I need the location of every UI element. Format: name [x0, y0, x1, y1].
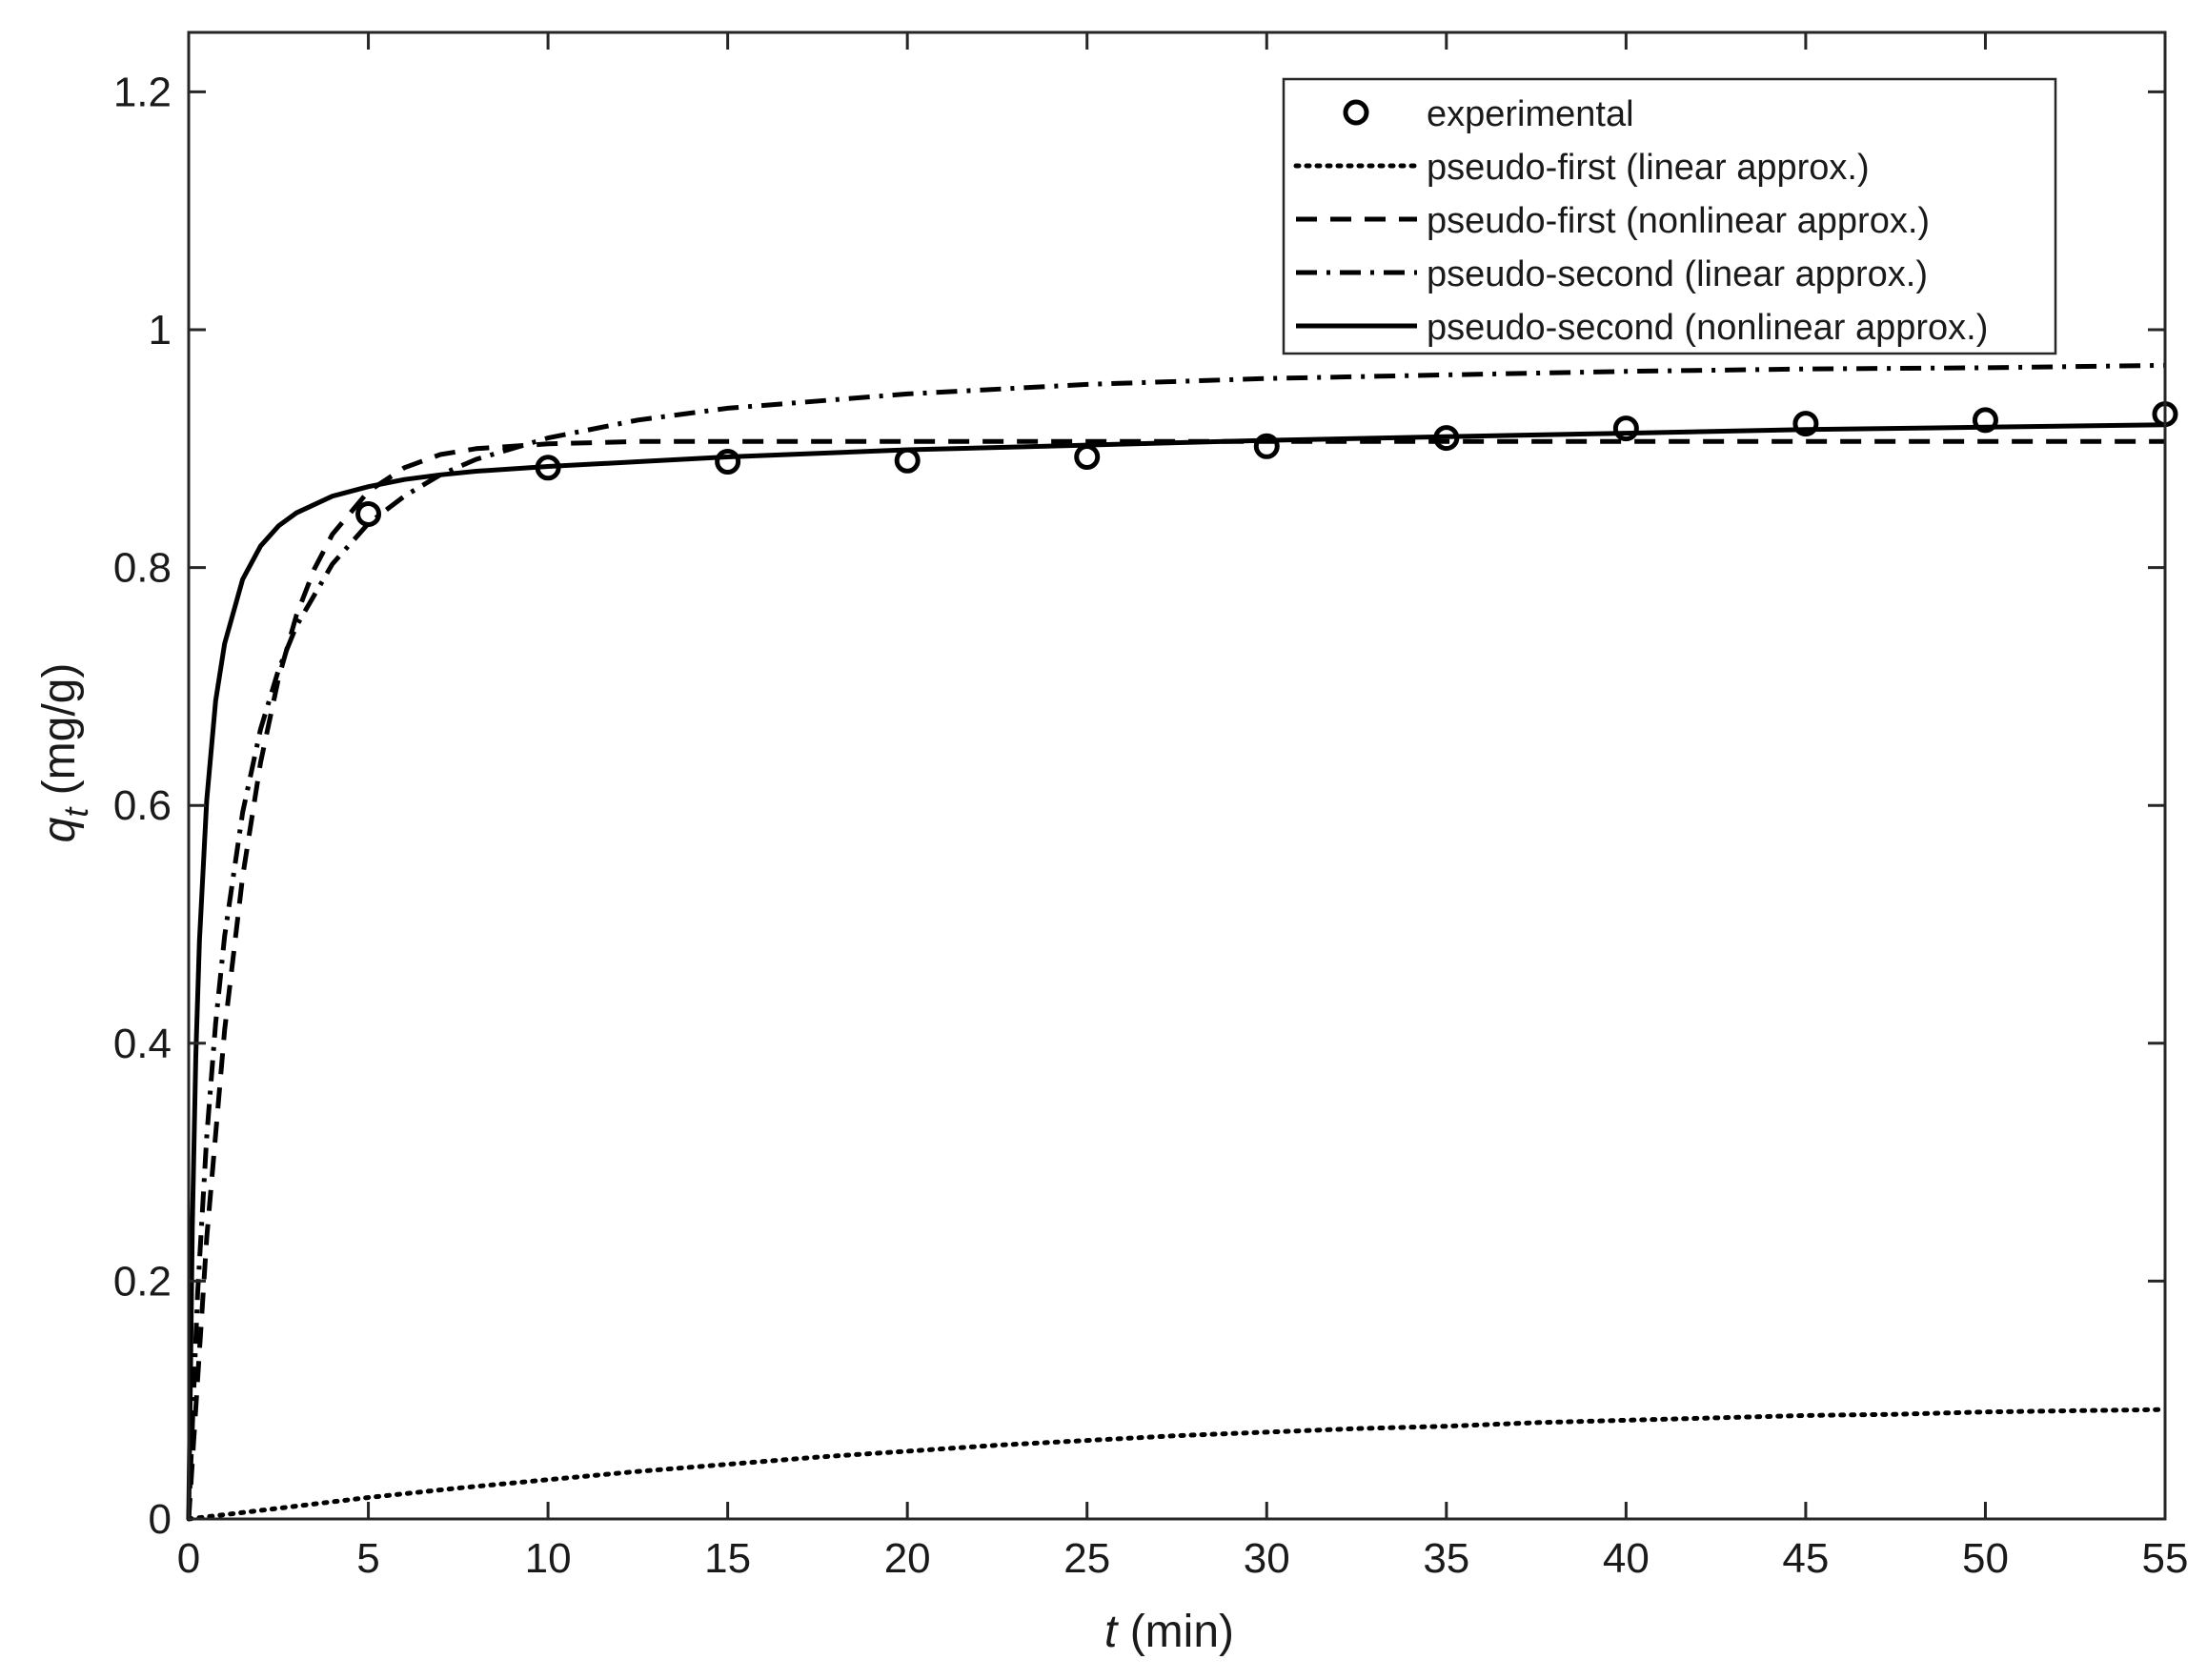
data-point-experimental	[894, 447, 921, 474]
data-point-experimental	[355, 500, 382, 527]
legend-box	[1282, 77, 2057, 355]
x-tick-label: 20	[884, 1535, 931, 1582]
x-tick-label: 50	[1962, 1535, 2009, 1582]
legend-label: pseudo-second (linear approx.)	[1427, 254, 1928, 294]
legend-label: pseudo-second (nonlinear approx.)	[1427, 308, 1988, 348]
y-tick-label: 1.2	[113, 69, 172, 115]
x-tick-label: 5	[356, 1535, 379, 1582]
y-tick-label: 1	[149, 307, 172, 354]
y-tick-label: 0.2	[113, 1258, 172, 1305]
series-line-pseudo-second-nonlinear-approx	[186, 422, 2166, 1520]
x-tick-label: 0	[177, 1535, 200, 1582]
x-tick-label: 55	[2142, 1535, 2189, 1582]
y-tick-label: 0	[149, 1496, 172, 1543]
y-axis-label: qt (mg/g)	[34, 663, 95, 843]
x-tick-label: 40	[1603, 1535, 1650, 1582]
data-point-experimental	[1972, 407, 1998, 434]
x-tick-label: 15	[704, 1535, 751, 1582]
data-point-experimental	[1792, 411, 1819, 437]
x-axis-label: t (min)	[1104, 1607, 1234, 1657]
legend: experimental pseudo-first (linear approx.…	[1282, 77, 2057, 355]
data-point-experimental	[1433, 425, 1460, 452]
x-tick-label: 25	[1063, 1535, 1110, 1582]
axes-frame	[187, 30, 2167, 1521]
data-point-experimental	[1612, 415, 1639, 442]
legend-label: pseudo-first (linear approx.)	[1427, 148, 1870, 188]
legend-label: pseudo-first (nonlinear approx.)	[1427, 201, 1930, 241]
legend-entry-experimental: experimental	[1343, 94, 1634, 134]
y-tick-label: 0.4	[113, 1021, 172, 1067]
plot-area	[186, 362, 2178, 1522]
legend-marker-experimental	[1343, 99, 1369, 126]
data-point-experimental	[715, 449, 741, 476]
series-line-pseudo-first-nonlinear-approx	[186, 438, 2165, 1520]
x-tick-label: 45	[1782, 1535, 1829, 1582]
x-tick-label: 35	[1423, 1535, 1469, 1582]
legend-entry-pseudo-second-nonlinear-approx: pseudo-second (nonlinear approx.)	[1296, 308, 1988, 348]
legend-entry-pseudo-first-linear-approx: pseudo-first (linear approx.)	[1293, 148, 1870, 188]
ticks: 0 5 10 15 20 25 30 35 40 45 50 55 0 0.2 0.4 0.6 0.8 1 1.2	[113, 32, 2189, 1582]
data-point-experimental	[1074, 444, 1101, 471]
legend-entry-pseudo-second-linear-approx: pseudo-second (linear approx.)	[1296, 254, 1928, 294]
data-point-experimental	[535, 455, 561, 481]
y-tick-label: 0.6	[113, 782, 172, 829]
y-tick-label: 0.8	[113, 545, 172, 592]
x-tick-label: 30	[1244, 1535, 1290, 1582]
legend-label: experimental	[1427, 94, 1634, 134]
x-tick-label: 10	[525, 1535, 572, 1582]
legend-entry-pseudo-first-nonlinear-approx: pseudo-first (nonlinear approx.)	[1296, 201, 1930, 241]
data-point-experimental	[1253, 433, 1280, 459]
